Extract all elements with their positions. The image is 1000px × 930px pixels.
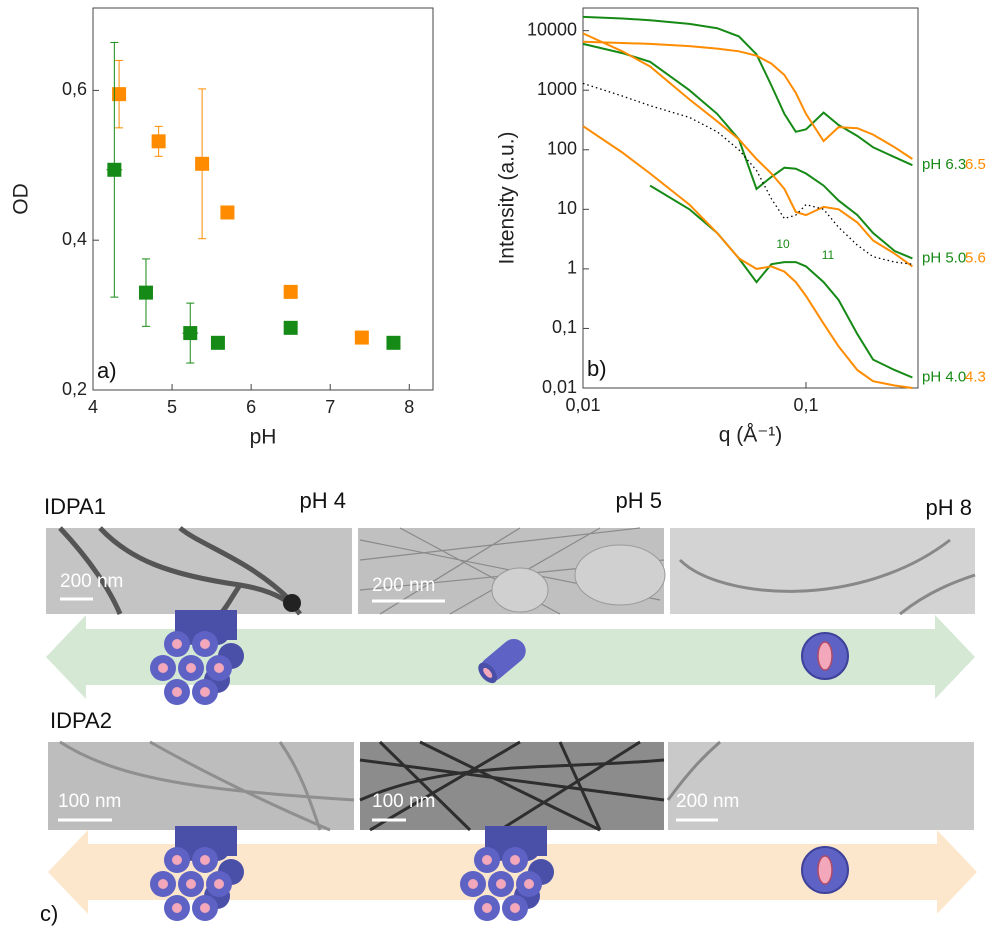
- y-axis-title: Intensity (a.u.): [496, 131, 519, 264]
- marker: [151, 134, 166, 149]
- micrograph-texture: [283, 594, 301, 612]
- ph-label: pH 8: [926, 495, 972, 520]
- y-tick-label: 1000: [537, 79, 577, 99]
- bundle-icon: [150, 826, 244, 921]
- micrograph-texture: [678, 538, 976, 616]
- marker: [183, 326, 198, 341]
- row-title: IDPA2: [50, 708, 112, 733]
- curve: [582, 42, 913, 260]
- y-tick-label: 0,01: [542, 377, 577, 397]
- annotation: 10: [776, 237, 790, 251]
- scale-label: 100 nm: [372, 791, 435, 812]
- curve: [582, 40, 913, 160]
- micrograph-texture: [359, 740, 665, 832]
- marker: [112, 87, 127, 102]
- ph-label: pH 5: [616, 488, 662, 513]
- bundle-icon: [460, 826, 554, 921]
- y-tick-label: 10: [557, 198, 577, 218]
- y-tick-label: 10000: [527, 19, 577, 39]
- y-axis-title: OD: [10, 183, 33, 215]
- scale-label: 200 nm: [676, 791, 739, 812]
- row-title: IDPA1: [44, 494, 106, 519]
- x-tick-label: 5: [167, 397, 177, 417]
- micelle-icon: [801, 846, 849, 894]
- curve: [582, 125, 913, 389]
- curve: [582, 15, 913, 167]
- x-tick-label: 0,01: [565, 395, 600, 415]
- annotation: 11: [822, 248, 835, 262]
- marker: [210, 335, 225, 350]
- marker: [386, 335, 401, 350]
- scale-label: 200 nm: [372, 575, 435, 596]
- y-tick-label: 0,1: [552, 317, 577, 337]
- plot-frame: [582, 7, 919, 389]
- y-tick-label: 0,6: [62, 79, 87, 99]
- scale-label: 200 nm: [60, 571, 123, 592]
- y-tick-label: 100: [547, 139, 577, 159]
- panel-label: a): [97, 358, 117, 383]
- curve-label: 6.5: [965, 156, 986, 173]
- micrograph: [670, 528, 975, 614]
- y-tick-label: 1: [567, 258, 577, 278]
- y-tick-label: 0,2: [62, 379, 87, 399]
- marker: [283, 320, 298, 335]
- micelle-icon: [801, 632, 849, 680]
- x-tick-label: 0,1: [793, 395, 818, 415]
- curve-label: pH 6.3: [922, 156, 966, 173]
- marker: [283, 284, 298, 299]
- x-tick-label: 7: [325, 397, 335, 417]
- marker: [195, 156, 210, 171]
- micrograph-texture: [58, 526, 303, 616]
- scale-label: 100 nm: [58, 791, 121, 812]
- x-tick-label: 6: [246, 397, 256, 417]
- x-tick-label: 4: [88, 397, 98, 417]
- curve: [582, 32, 913, 268]
- micrograph-texture: [574, 544, 666, 606]
- micrograph-texture: [59, 740, 355, 832]
- curve: [582, 82, 913, 265]
- micrograph: [668, 742, 974, 830]
- y-tick-label: 0,4: [62, 229, 87, 249]
- curve-label: 5.6: [965, 249, 986, 266]
- marker: [107, 162, 122, 177]
- x-tick-label: 8: [404, 397, 414, 417]
- ph-label: pH 4: [300, 488, 346, 513]
- panel-label: c): [40, 901, 58, 926]
- curve-label: pH 4.0: [922, 368, 966, 385]
- plot-frame: [92, 7, 434, 391]
- curve-label: 4.3: [965, 368, 986, 385]
- marker: [220, 205, 235, 220]
- marker: [354, 330, 369, 345]
- curve-label: pH 5.0: [922, 249, 966, 266]
- marker: [138, 285, 153, 300]
- cylinder-icon: [478, 639, 526, 684]
- bundle-icon: [150, 610, 244, 705]
- panel-label: b): [587, 356, 607, 381]
- micrograph-texture: [491, 567, 549, 613]
- micrograph-texture: [666, 740, 721, 801]
- x-axis-title: q (Å⁻¹): [719, 424, 783, 447]
- x-axis-title: pH: [250, 426, 277, 449]
